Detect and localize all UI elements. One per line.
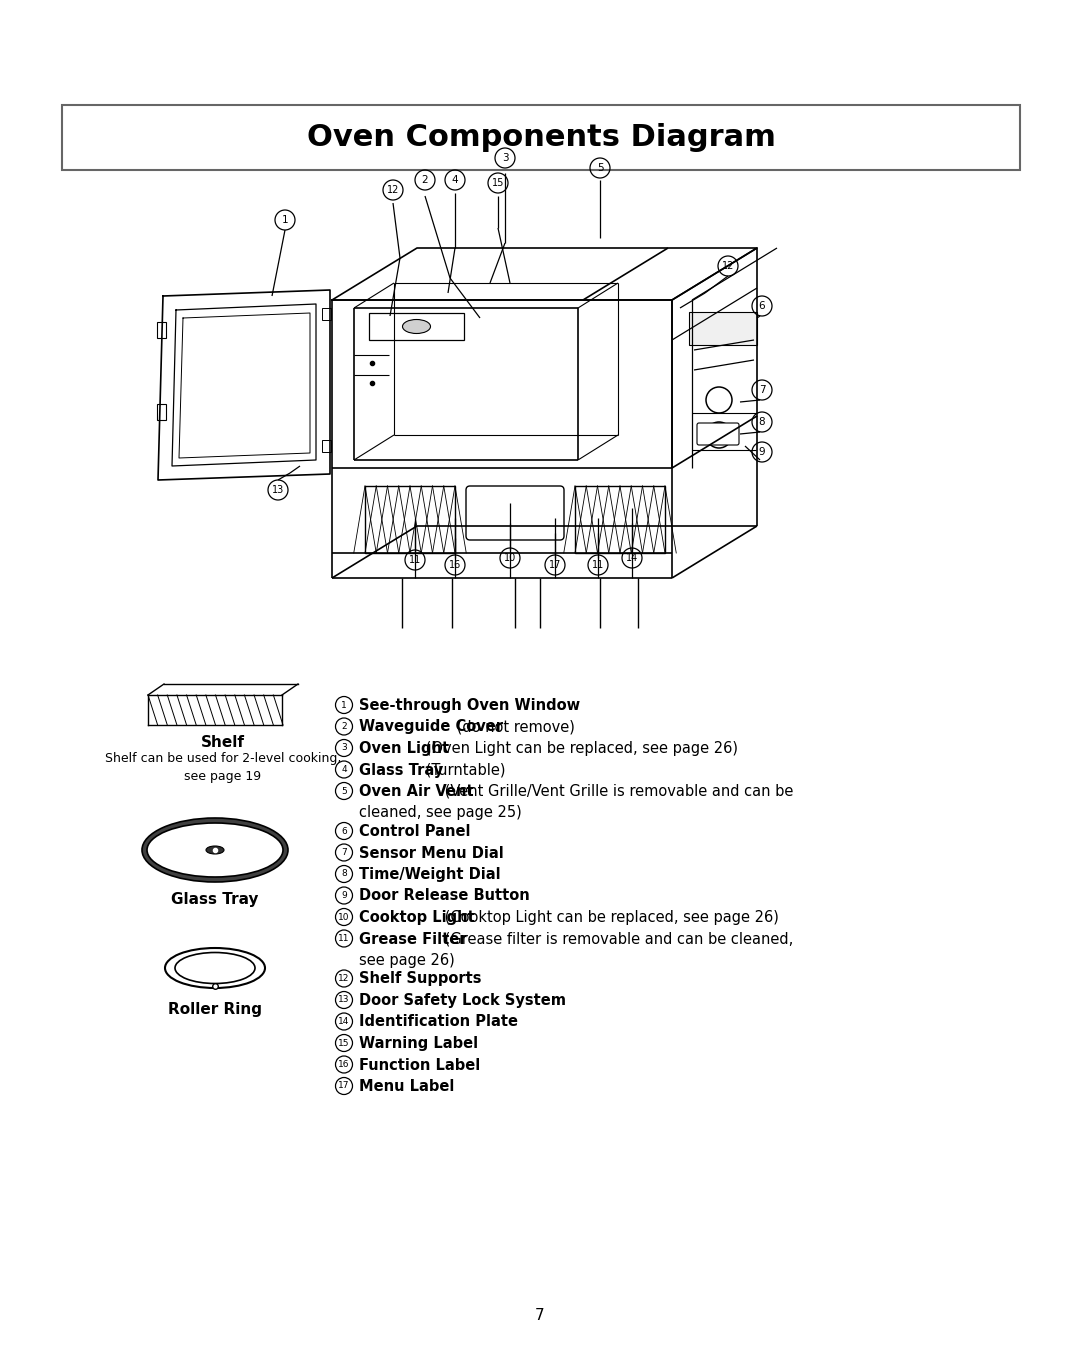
Bar (365, 486, 455, 553)
Text: Time/Weight Dial: Time/Weight Dial (359, 866, 501, 881)
Text: Waveguide Cover: Waveguide Cover (359, 720, 503, 735)
Text: 11: 11 (338, 934, 350, 942)
Text: 3: 3 (502, 153, 509, 163)
Text: Glass Tray: Glass Tray (172, 892, 259, 907)
Text: 1: 1 (341, 701, 347, 709)
Text: 15: 15 (338, 1039, 350, 1047)
Text: see page 26): see page 26) (359, 953, 455, 968)
Text: Grease Filter: Grease Filter (359, 932, 467, 947)
Text: 7: 7 (758, 386, 766, 395)
Text: Menu Label: Menu Label (359, 1080, 455, 1095)
Text: Oven Components Diagram: Oven Components Diagram (307, 124, 775, 152)
Text: Door Release Button: Door Release Button (359, 888, 530, 903)
Text: Cooktop Light: Cooktop Light (359, 910, 475, 925)
Bar (157, 403, 166, 420)
Bar (369, 312, 464, 340)
Text: (Turntable): (Turntable) (421, 762, 505, 778)
Text: (Vent Grille/Vent Grille is removable and can be: (Vent Grille/Vent Grille is removable an… (440, 784, 793, 799)
Text: 11: 11 (592, 559, 604, 570)
Text: Control Panel: Control Panel (359, 824, 471, 839)
Text: Shelf Supports: Shelf Supports (359, 971, 482, 986)
Bar (689, 312, 757, 345)
Text: Function Label: Function Label (359, 1058, 481, 1073)
Text: See-through Oven Window: See-through Oven Window (359, 698, 580, 713)
Text: (Cooktop Light can be replaced, see page 26): (Cooktop Light can be replaced, see page… (440, 910, 779, 925)
FancyBboxPatch shape (465, 486, 564, 540)
Text: 12: 12 (387, 185, 400, 196)
Text: 2: 2 (341, 722, 347, 731)
Text: Sensor Menu Dial: Sensor Menu Dial (359, 846, 503, 861)
Text: 6: 6 (341, 827, 347, 835)
Bar (322, 440, 330, 452)
Text: Roller Ring: Roller Ring (168, 1002, 262, 1017)
Text: 5: 5 (341, 786, 347, 796)
Text: 10: 10 (338, 913, 350, 922)
Text: 13: 13 (338, 995, 350, 1005)
Bar (575, 486, 665, 553)
Text: 13: 13 (272, 485, 284, 496)
Text: 8: 8 (758, 417, 766, 426)
Text: 17: 17 (549, 559, 562, 570)
Text: (do not remove): (do not remove) (453, 720, 575, 735)
Text: Shelf: Shelf (201, 735, 245, 750)
Text: 12: 12 (721, 261, 734, 272)
Text: 4: 4 (341, 765, 347, 774)
Text: Glass Tray: Glass Tray (359, 762, 443, 778)
Text: 7: 7 (536, 1309, 544, 1324)
Text: 16: 16 (338, 1061, 350, 1069)
Ellipse shape (206, 846, 224, 854)
Text: Door Safety Lock System: Door Safety Lock System (359, 993, 566, 1008)
Text: 7: 7 (341, 847, 347, 857)
Text: 14: 14 (338, 1017, 350, 1027)
Text: 5: 5 (596, 163, 604, 172)
Bar (157, 322, 166, 338)
Ellipse shape (147, 823, 283, 877)
Text: 8: 8 (341, 869, 347, 879)
Text: 9: 9 (341, 891, 347, 900)
Text: Shelf can be used for 2-level cooking,
see page 19: Shelf can be used for 2-level cooking, s… (105, 752, 341, 784)
Text: Oven Air Vent: Oven Air Vent (359, 784, 474, 799)
Text: 10: 10 (504, 553, 516, 564)
Text: cleaned, see page 25): cleaned, see page 25) (359, 805, 522, 820)
Text: Oven Light: Oven Light (359, 741, 449, 756)
Text: Identification Plate: Identification Plate (359, 1014, 518, 1029)
Text: 6: 6 (758, 301, 766, 311)
Bar (62, 105, 1020, 170)
Text: 9: 9 (758, 447, 766, 458)
Text: 11: 11 (409, 555, 421, 565)
Ellipse shape (403, 319, 431, 334)
Text: 16: 16 (449, 559, 461, 570)
Text: 1: 1 (282, 215, 288, 225)
Text: Warning Label: Warning Label (359, 1036, 478, 1051)
Text: 3: 3 (341, 743, 347, 752)
Bar (322, 308, 330, 320)
Text: (Grease filter is removable and can be cleaned,: (Grease filter is removable and can be c… (440, 932, 793, 947)
Text: 4: 4 (451, 175, 458, 185)
Text: (Oven Light can be replaced, see page 26): (Oven Light can be replaced, see page 26… (421, 741, 738, 756)
Text: 15: 15 (491, 178, 504, 187)
Text: 12: 12 (338, 974, 350, 983)
Text: 17: 17 (338, 1081, 350, 1090)
Ellipse shape (141, 818, 288, 881)
Text: 2: 2 (421, 175, 429, 185)
Text: 14: 14 (626, 553, 638, 564)
FancyBboxPatch shape (697, 422, 739, 445)
